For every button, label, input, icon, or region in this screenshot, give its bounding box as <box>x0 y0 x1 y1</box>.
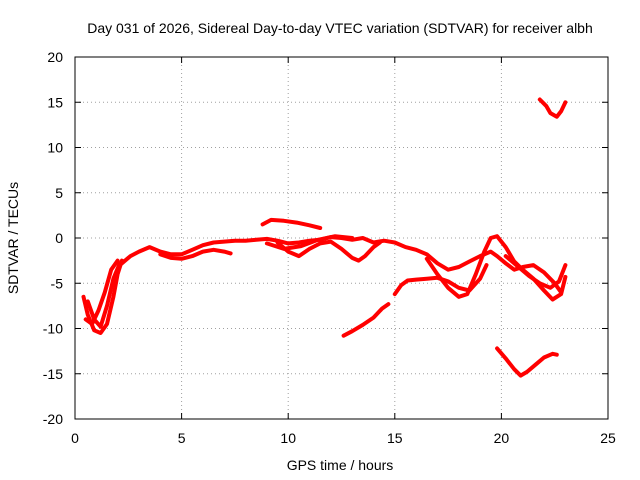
series-line-arc-early-b <box>83 258 120 326</box>
series-line-arc-low-rise <box>341 302 391 338</box>
series-line-arc-bottom <box>495 346 559 378</box>
series-line-arc-early-a <box>81 258 124 335</box>
x-tick-label: 20 <box>494 430 510 446</box>
chart-title: Day 031 of 2026, Sidereal Day-to-day VTE… <box>87 20 593 36</box>
y-tick-label: 10 <box>47 140 63 156</box>
y-tick-label: -20 <box>43 411 63 427</box>
y-tick-label: 20 <box>47 49 63 65</box>
ticks <box>74 56 609 420</box>
y-tick-label: 0 <box>55 230 63 246</box>
series-line-arc-mid-b <box>264 234 355 251</box>
y-tick-label: -5 <box>51 275 64 291</box>
y-tick-labels: -20 -15 -10 -5 0 5 10 15 20 <box>43 49 63 427</box>
y-tick-label: 5 <box>55 185 63 201</box>
x-axis-label: GPS time / hours <box>287 457 394 473</box>
x-tick-label: 25 <box>600 430 616 446</box>
series-line-arc-early-c <box>85 261 122 329</box>
y-tick-label: -10 <box>43 321 63 337</box>
series-line-arc-mid-high <box>260 217 323 230</box>
y-tick-label: -15 <box>43 366 63 382</box>
series-line-arc-main <box>119 235 564 295</box>
series-line-arc-top-right <box>537 97 568 119</box>
x-tick-label: 5 <box>178 430 186 446</box>
x-tick-labels: 0 5 10 15 20 25 <box>71 430 616 446</box>
series-line-arc-dip-2 <box>158 247 233 261</box>
series-group <box>81 97 568 378</box>
x-tick-label: 10 <box>280 430 296 446</box>
x-tick-label: 0 <box>71 430 79 446</box>
series-line-arc-late-a <box>392 263 489 297</box>
y-tick-label: 15 <box>47 94 63 110</box>
series-line-arc-mid-low <box>275 239 382 263</box>
series-line-arc-late-c <box>503 254 568 290</box>
series-line-arc-late-b <box>424 234 568 302</box>
x-tick-label: 15 <box>387 430 403 446</box>
y-axis-label: SDTVAR / TECUs <box>5 182 21 294</box>
